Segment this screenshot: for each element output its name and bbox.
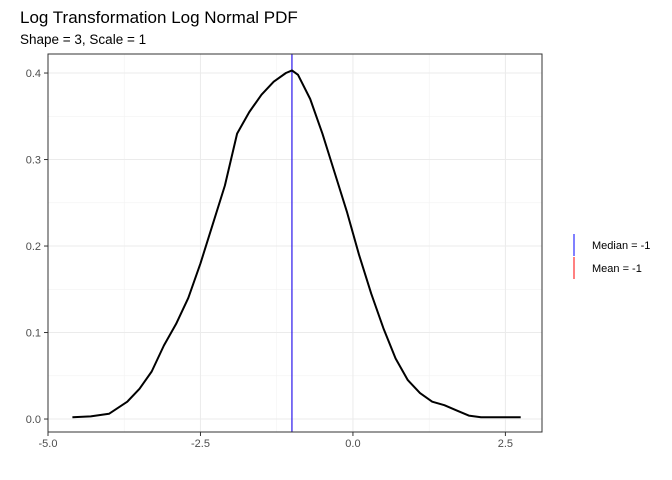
- legend-label: Median = -1: [592, 240, 650, 252]
- minor-grid: [48, 54, 542, 432]
- x-tick-label: 0.0: [345, 438, 360, 450]
- y-tick-label: 0.0: [26, 414, 41, 426]
- x-tick-label: -5.0: [39, 438, 58, 450]
- x-axis: -5.0 -2.5 0.0 2.5: [39, 432, 513, 450]
- panel-border: [47, 53, 543, 433]
- density-curve: [72, 69, 521, 419]
- y-tick-label: 0.3: [26, 155, 41, 167]
- chart-title: Log Transformation Log Normal PDF: [20, 8, 298, 27]
- y-axis: 0.0 0.1 0.2 0.3 0.4: [26, 68, 48, 426]
- chart-subtitle: Shape = 3, Scale = 1: [20, 32, 147, 47]
- x-tick-label: -2.5: [191, 438, 210, 450]
- y-tick-label: 0.2: [26, 241, 41, 253]
- x-tick-label: 2.5: [498, 438, 513, 450]
- legend-label: Mean = -1: [592, 263, 642, 275]
- legend: Median = -1 Mean = -1: [573, 234, 650, 279]
- y-tick-label: 0.1: [26, 328, 41, 340]
- major-grid: [47, 54, 542, 432]
- y-tick-label: 0.4: [26, 68, 41, 80]
